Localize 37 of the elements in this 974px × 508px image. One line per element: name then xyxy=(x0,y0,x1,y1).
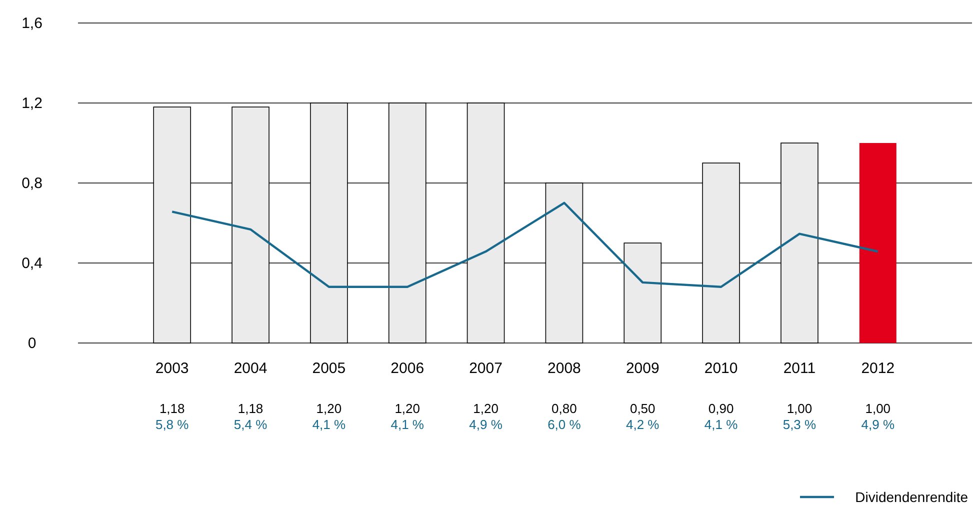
bar xyxy=(859,143,896,343)
data-label: 1,20 xyxy=(473,401,498,416)
x-tick-label: 2010 xyxy=(704,360,738,377)
data-label: 4,1 % xyxy=(390,417,424,432)
data-label: 4,2 % xyxy=(626,417,660,432)
data-label: 4,9 % xyxy=(469,417,503,432)
data-label: 5,4 % xyxy=(234,417,268,432)
x-tick-label: 2012 xyxy=(861,360,895,377)
data-label: 1,20 xyxy=(316,401,342,416)
data-label: 4,1 % xyxy=(312,417,346,432)
data-label: 4,1 % xyxy=(704,417,738,432)
y-tick-label: 1,6 xyxy=(22,15,42,32)
data-label: 0,90 xyxy=(708,401,734,416)
y-tick-label: 0,8 xyxy=(22,175,42,192)
data-label: 6,0 % xyxy=(548,417,582,432)
x-tick-label: 2011 xyxy=(783,360,816,377)
data-label: 5,8 % xyxy=(155,417,190,432)
y-tick-label: 0,4 xyxy=(22,255,42,272)
x-tick-label: 2004 xyxy=(234,360,268,377)
data-label: 1,20 xyxy=(394,401,420,416)
data-label: 1,18 xyxy=(238,401,264,416)
data-label: 5,3 % xyxy=(782,417,817,432)
data-label: 0,50 xyxy=(630,401,656,416)
legend-label: Dividendenrendite xyxy=(855,489,968,505)
x-tick-label: 2006 xyxy=(390,360,424,377)
data-label: 1,00 xyxy=(786,401,812,416)
x-tick-label: 2003 xyxy=(155,360,189,377)
y-tick-label: 1,2 xyxy=(22,95,42,112)
data-label: 0,80 xyxy=(552,401,577,416)
y-tick-label: 0 xyxy=(28,335,36,352)
x-tick-label: 2009 xyxy=(626,360,660,377)
x-tick-label: 2005 xyxy=(312,360,346,377)
data-label: 4,9 % xyxy=(861,417,895,432)
x-tick-label: 2007 xyxy=(469,360,502,377)
x-tick-label: 2008 xyxy=(548,360,581,377)
data-label: 1,18 xyxy=(159,401,185,416)
data-label: 1,00 xyxy=(865,401,891,416)
